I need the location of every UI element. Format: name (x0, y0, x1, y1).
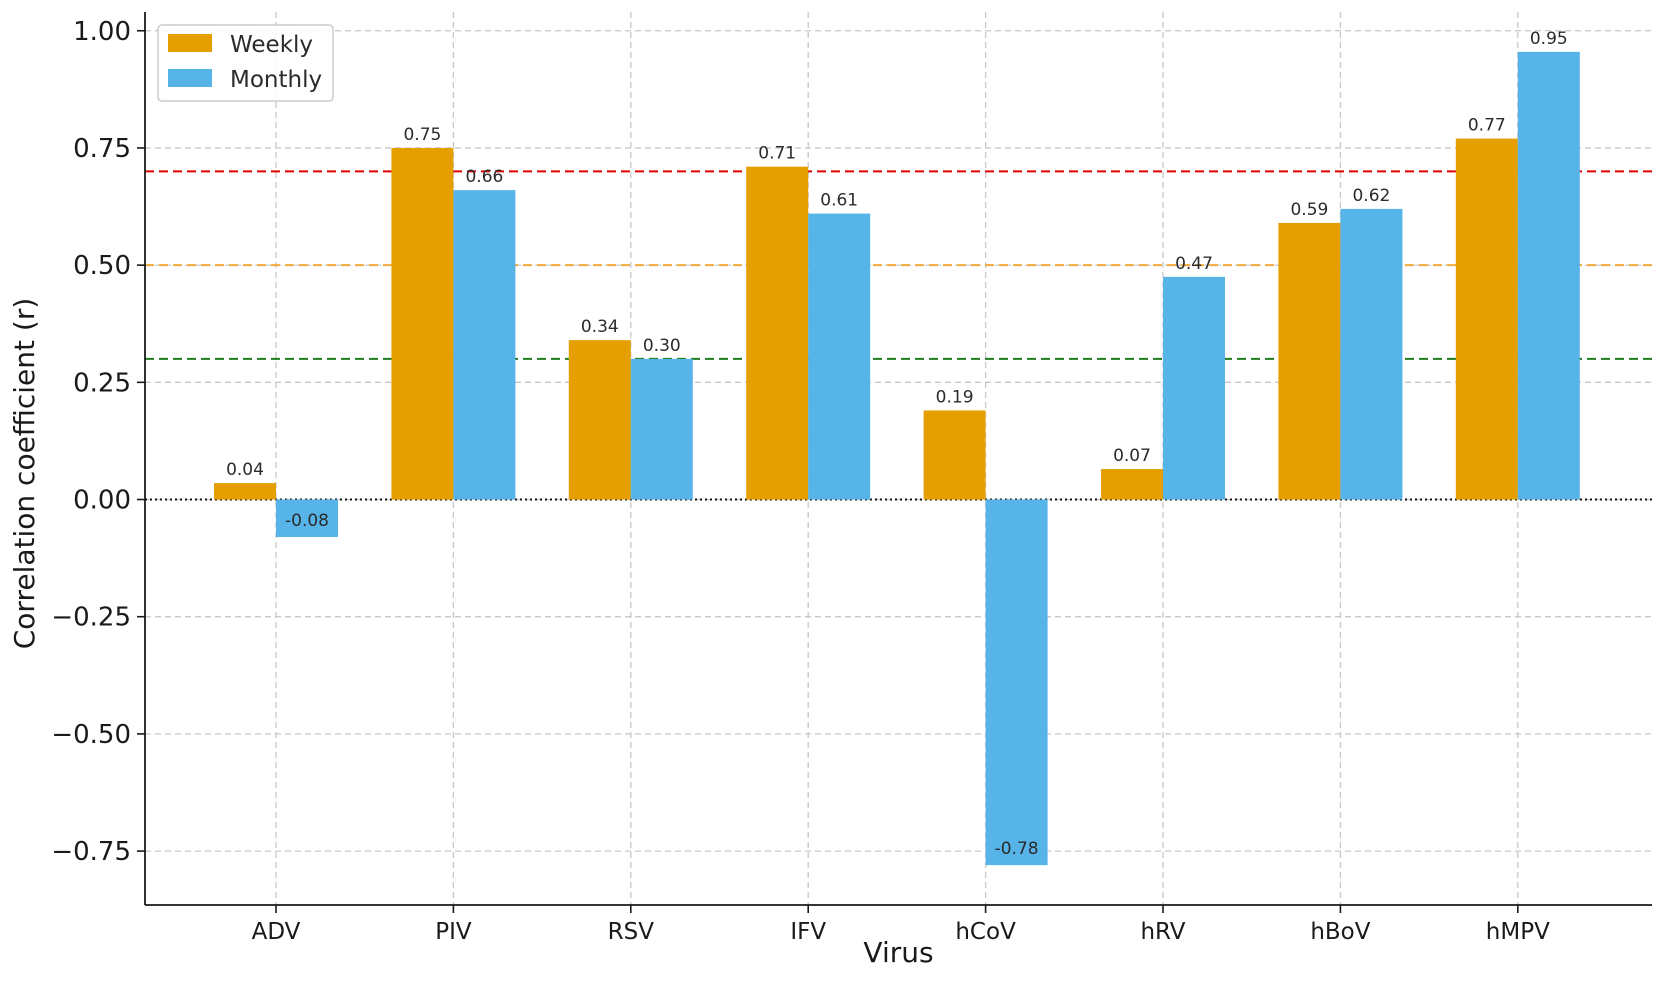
bar-weekly-hrv (1101, 469, 1163, 500)
bar-weekly-hcov (923, 410, 986, 500)
bar-monthly-hrv (1163, 276, 1225, 500)
y-tick-label: 0.00 (73, 486, 131, 516)
bar-weekly-rsv (568, 340, 631, 500)
bars (214, 51, 1580, 866)
legend-label-weekly: Weekly (230, 32, 313, 58)
y-tick-label: 0.25 (73, 368, 131, 398)
data-label-weekly-hcov: 0.19 (936, 387, 974, 407)
bar-monthly-hcov (985, 499, 1048, 866)
data-label-weekly-adv: 0.04 (226, 460, 264, 480)
bar-monthly-rsv (630, 358, 693, 500)
x-tick-label-ifv: IFV (790, 919, 826, 945)
x-tick-label-hcov: hCoV (955, 919, 1016, 945)
data-label-monthly-ifv: 0.61 (820, 191, 858, 211)
y-tick-label: 0.50 (73, 251, 131, 281)
data-label-weekly-hbov: 0.59 (1290, 200, 1328, 220)
bar-weekly-hmpv (1455, 138, 1518, 500)
data-label-weekly-hrv: 0.07 (1113, 446, 1151, 466)
y-tick-label: −0.25 (51, 603, 131, 633)
bar-weekly-piv (391, 147, 454, 500)
bar-monthly-ifv (808, 213, 871, 500)
data-label-monthly-adv: -0.08 (285, 511, 329, 531)
legend-swatch-monthly (168, 69, 212, 87)
data-label-monthly-piv: 0.66 (465, 167, 503, 187)
y-tick-label: −0.50 (51, 720, 131, 750)
y-tick-label: 0.75 (73, 134, 131, 164)
data-labels: 0.04 0.75 0.34 0.71 0.19 0.07 0.59 0.77 -0.08 0.6… (226, 29, 1568, 859)
x-tick-label-adv: ADV (252, 919, 301, 945)
x-tick-label-hmpv: hMPV (1486, 919, 1550, 945)
y-tick-label: −0.75 (51, 837, 131, 867)
data-label-monthly-hmpv: 0.95 (1530, 29, 1568, 49)
legend: Weekly Monthly (157, 24, 334, 102)
x-tick-label-hbov: hBoV (1310, 919, 1370, 945)
data-label-monthly-hcov: -0.78 (995, 839, 1039, 859)
x-tick-label-rsv: RSV (608, 919, 655, 945)
bar-weekly-ifv (746, 166, 809, 500)
bar-monthly-hbov (1340, 208, 1403, 500)
bar-monthly-adv (276, 499, 338, 538)
y-axis-label: Correlation coefficient (r) (8, 298, 41, 650)
legend-label-monthly: Monthly (230, 67, 322, 93)
bar-weekly-hbov (1278, 222, 1341, 500)
data-label-monthly-hrv: 0.47 (1175, 254, 1213, 274)
data-label-weekly-piv: 0.75 (403, 125, 441, 145)
data-label-weekly-hmpv: 0.77 (1468, 116, 1506, 136)
reference-lines (145, 170, 1652, 501)
bar-weekly-adv (214, 483, 276, 500)
data-label-weekly-rsv: 0.34 (581, 317, 619, 337)
y-tick-label: 1.00 (73, 17, 131, 47)
data-label-weekly-ifv: 0.71 (758, 144, 796, 164)
x-tick-label-piv: PIV (435, 919, 472, 945)
tick-labels: −0.75 −0.50 −0.25 0.00 0.25 0.50 0.75 1.00 ADV PI… (51, 17, 1550, 945)
axes (137, 12, 1652, 913)
bar-monthly-piv (453, 190, 516, 500)
legend-swatch-weekly (168, 34, 212, 52)
x-tick-label-hrv: hRV (1140, 919, 1185, 945)
data-label-monthly-hbov: 0.62 (1352, 186, 1390, 206)
grid-lines (145, 12, 1652, 905)
x-axis-label: Virus (863, 936, 933, 969)
bar-monthly-hmpv (1517, 51, 1580, 500)
data-label-monthly-rsv: 0.30 (643, 336, 681, 356)
